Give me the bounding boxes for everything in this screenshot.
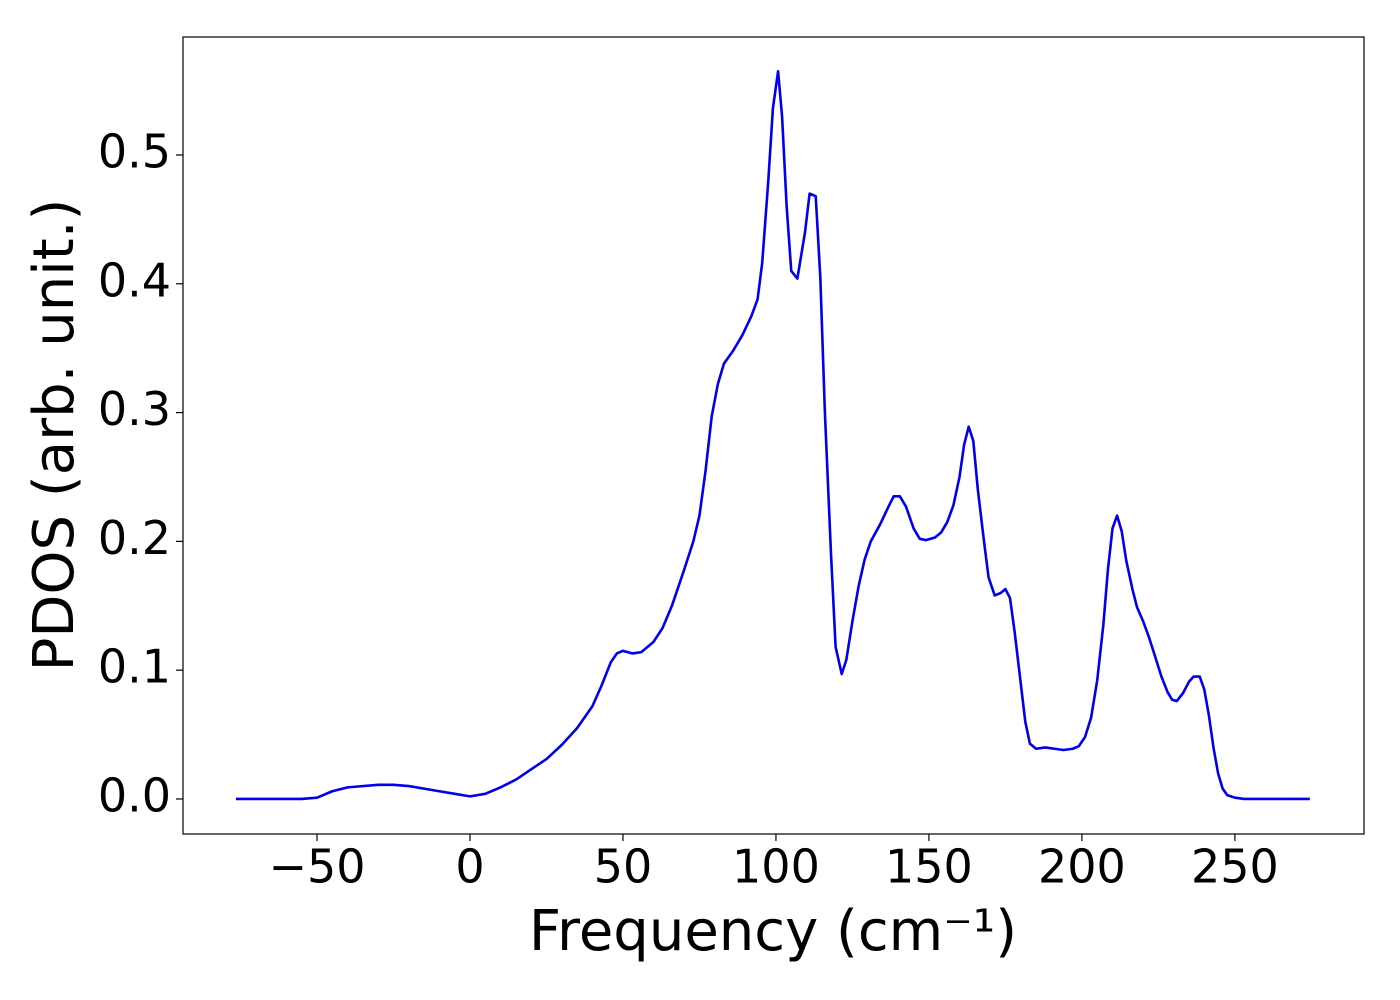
x-tick-label: 50 [594, 840, 653, 894]
x-tick-label: −50 [268, 840, 365, 894]
y-tick-label: 0.0 [98, 768, 171, 822]
x-tick-label: 250 [1191, 840, 1279, 894]
y-tick-label: 0.5 [98, 124, 171, 178]
x-tick-label: 200 [1038, 840, 1126, 894]
y-tick-label: 0.4 [98, 253, 171, 307]
x-tick-label: 150 [885, 840, 973, 894]
x-tick-label: 0 [455, 840, 484, 894]
data-line [235, 69, 1310, 801]
plot-frame [182, 36, 1365, 835]
x-axis-label: Frequency (cm⁻¹) [529, 899, 1017, 964]
y-axis-label: PDOS (arb. unit.) [22, 199, 87, 672]
y-tick-label: 0.1 [98, 640, 171, 694]
x-tick-label: 100 [732, 840, 820, 894]
y-tick-label: 0.2 [98, 511, 171, 565]
y-tick-label: 0.3 [98, 382, 171, 436]
